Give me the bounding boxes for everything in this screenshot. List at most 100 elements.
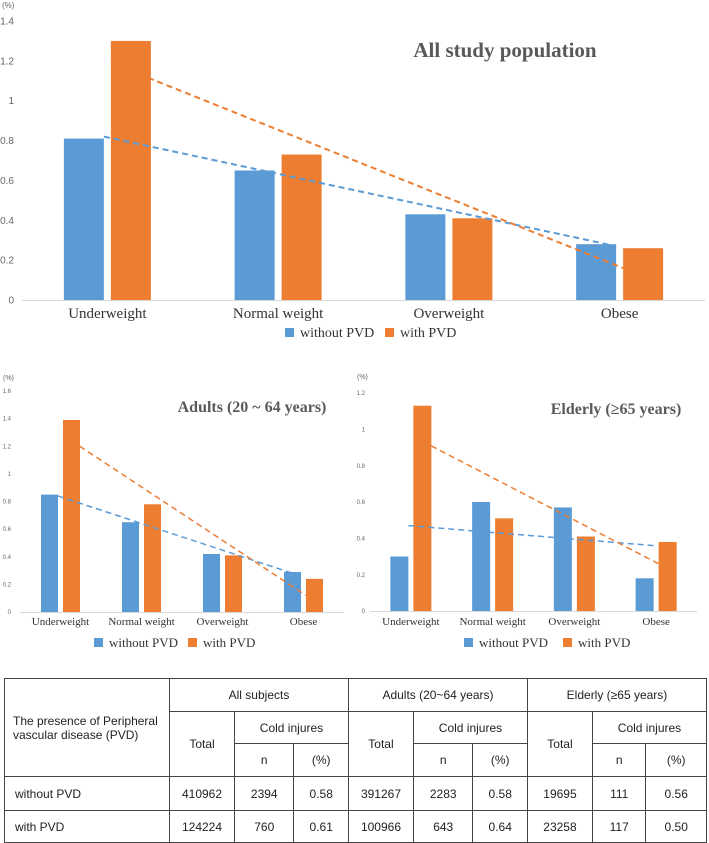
legend-swatch-without-pvd	[464, 638, 473, 647]
bar-without-pvd	[41, 494, 58, 612]
trendline-with-pvd	[110, 61, 624, 270]
bar-with-pvd	[495, 518, 514, 611]
n-header-all: n	[233, 743, 295, 777]
legend-label-without-pvd: without PVD	[109, 635, 178, 650]
trendline-with-pvd	[62, 434, 307, 597]
y-tick-label: 1.4	[0, 17, 14, 28]
table-cell: 2283	[412, 776, 474, 811]
legend-swatch-without-pvd	[285, 328, 294, 337]
category-label: Underweight	[32, 616, 89, 628]
chart-all: (%) 0 0.2 0.4 0.6 0.8 1 1.2 1.4 Underweight Normal…	[0, 1, 705, 341]
bar-without-pvd	[203, 553, 220, 612]
y-tick-label: 1.6	[3, 389, 12, 395]
table-cell: 2394	[233, 776, 295, 811]
table-cell: 111	[591, 776, 647, 811]
table-cell: 19695	[526, 776, 593, 811]
legend: without PVD with PVD	[285, 326, 456, 341]
bar-without-pvd	[234, 170, 275, 300]
cold-injuries-table: The presence of Peripheral vascular dise…	[4, 678, 708, 843]
total-header-adults: Total	[347, 711, 414, 777]
trendline-without-pvd	[103, 135, 617, 248]
y-tick-label: 0.6	[3, 527, 12, 533]
legend-label-without-pvd: without PVD	[300, 326, 374, 341]
table-cell: 100966	[347, 810, 414, 843]
bar-without-pvd	[553, 507, 572, 611]
bar-with-pvd	[144, 504, 161, 612]
table-row: without PVD 410962 2394 0.58 391267 2283…	[4, 776, 707, 811]
legend-label-with-pvd: with PVD	[578, 635, 630, 650]
table-cell: 0.64	[472, 810, 528, 843]
trendline-without-pvd	[57, 495, 302, 577]
group-header-adults: Adults (20~64 years)	[347, 678, 528, 712]
legend-swatch-with-pvd	[385, 328, 394, 337]
category-label: Overweight	[548, 616, 600, 628]
y-tick-label: 1	[362, 427, 366, 433]
category-label: Overweight	[413, 306, 485, 322]
bar-with-pvd	[306, 578, 323, 612]
legend-swatch-without-pvd	[94, 638, 103, 647]
table-row-header: The presence of Peripheral vascular dise…	[4, 678, 170, 777]
legend-label-with-pvd: with PVD	[400, 326, 456, 341]
y-tick-label: 0.8	[0, 136, 14, 147]
category-label: Underweight	[382, 616, 439, 628]
y-tick-label: 1.2	[357, 391, 366, 397]
y-tick-label: 1	[8, 96, 14, 107]
bar-with-pvd	[452, 218, 493, 300]
bar-with-pvd	[225, 555, 242, 612]
bar-without-pvd	[63, 138, 104, 300]
category-label: Obese	[601, 306, 639, 322]
cold-injures-header-elderly: Cold injures	[591, 711, 708, 744]
bar-with-pvd	[413, 405, 432, 611]
legend: without PVD with PVD	[94, 635, 255, 650]
y-tick-label: 0.2	[357, 573, 366, 579]
bar-with-pvd	[658, 541, 677, 611]
trendline-without-pvd	[408, 524, 654, 547]
category-label: Normal weight	[108, 616, 174, 628]
table-cell: 643	[412, 810, 474, 843]
legend: without PVD with PVD	[464, 635, 630, 650]
legend-swatch-with-pvd	[188, 638, 197, 647]
group-header-elderly: Elderly (≥65 years)	[526, 678, 708, 712]
y-tick-label: 0.2	[3, 582, 12, 588]
n-header-elderly: n	[591, 743, 647, 777]
y-unit-label: (%)	[3, 375, 14, 382]
y-tick-label: 0.6	[0, 176, 14, 187]
group-header-all: All subjects	[169, 678, 349, 712]
pct-header-elderly: (%)	[645, 743, 707, 777]
y-tick-label: 0	[362, 609, 366, 615]
row-label: with PVD	[4, 810, 170, 843]
category-label: Underweight	[68, 306, 147, 322]
pct-header-all: (%)	[293, 743, 349, 777]
table-cell: 0.58	[293, 776, 349, 811]
legend-label-without-pvd: without PVD	[479, 635, 548, 650]
bar-with-pvd	[576, 536, 595, 611]
y-tick-label: 0.6	[357, 500, 366, 506]
bar-without-pvd	[122, 522, 139, 612]
table-cell: 0.56	[645, 776, 707, 811]
y-unit-label: (%)	[2, 1, 15, 10]
table-cell: 760	[233, 810, 295, 843]
total-header-elderly: Total	[526, 711, 593, 777]
category-label: Normal weight	[459, 616, 525, 628]
category-label: Normal weight	[233, 306, 324, 322]
chart-title: All study population	[413, 38, 597, 62]
cold-injures-header-all: Cold injures	[234, 711, 349, 744]
category-label: Obese	[642, 616, 670, 628]
bar-with-pvd	[110, 40, 151, 301]
table-cell: 117	[591, 810, 647, 843]
chart-title: Elderly (≥65 years)	[551, 401, 682, 418]
total-header-all: Total	[169, 711, 235, 777]
n-header-adults: n	[412, 743, 474, 777]
bar-without-pvd	[576, 244, 617, 300]
y-tick-label: 0.8	[357, 464, 366, 470]
bar-with-pvd	[281, 154, 322, 300]
charts-area: (%) 0 0.2 0.4 0.6 0.8 1 1.2 1.4 Underweight Normal…	[0, 1, 705, 650]
cold-injures-header-adults: Cold injures	[412, 711, 528, 744]
table-row: with PVD 124224 760 0.61 100966 643 0.64…	[4, 810, 707, 843]
chart-title: Adults (20 ~ 64 years)	[178, 399, 327, 416]
y-tick-label: 0	[8, 296, 14, 307]
table-cell: 0.58	[472, 776, 528, 811]
y-tick-label: 0.4	[0, 216, 14, 227]
table-cell: 391267	[347, 776, 414, 811]
y-tick-label: 1	[8, 472, 12, 478]
